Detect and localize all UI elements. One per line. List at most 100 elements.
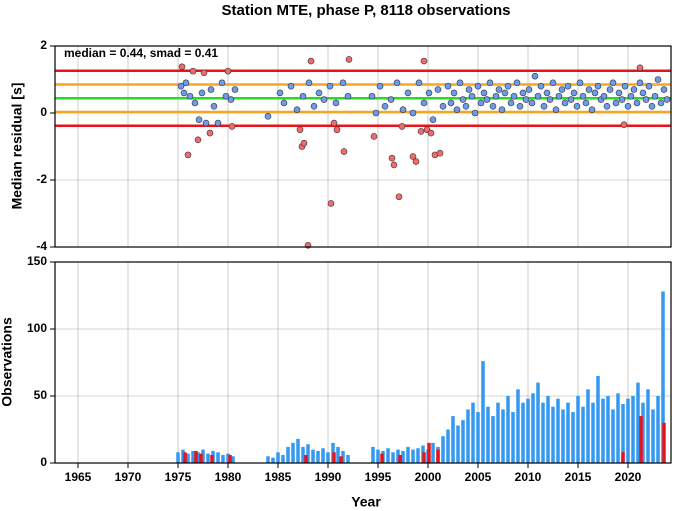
point <box>471 109 479 117</box>
bar <box>576 396 580 463</box>
point <box>474 82 482 90</box>
point <box>636 64 644 72</box>
point <box>429 116 437 123</box>
x-tick-label: 1965 <box>65 470 92 484</box>
bar <box>626 398 630 463</box>
point <box>468 92 476 100</box>
bar <box>199 453 203 463</box>
point <box>194 136 202 144</box>
point <box>178 63 186 71</box>
point <box>540 103 548 110</box>
point <box>227 96 235 103</box>
bar <box>621 452 625 463</box>
point <box>609 79 617 87</box>
point <box>372 109 380 117</box>
point <box>399 106 407 113</box>
y-tick-label: 100 <box>27 321 47 335</box>
bar <box>427 442 431 463</box>
point <box>214 119 222 127</box>
point <box>368 92 376 100</box>
point <box>434 86 442 93</box>
point <box>409 153 417 160</box>
bar <box>656 396 660 463</box>
chart-title: Station MTE, phase P, 8118 observations <box>222 2 511 19</box>
point <box>427 129 435 137</box>
bar <box>181 449 185 463</box>
bar <box>491 416 495 463</box>
x-tick-label: 1975 <box>165 470 192 484</box>
bar <box>651 409 655 463</box>
bar <box>176 452 180 463</box>
point <box>582 99 590 107</box>
point <box>390 161 398 169</box>
bar <box>339 456 343 463</box>
point <box>543 89 551 97</box>
bar <box>526 398 530 463</box>
point <box>202 119 210 127</box>
point <box>552 106 560 113</box>
y-tick-label: 0 <box>40 105 47 119</box>
point <box>296 126 304 134</box>
point <box>546 96 554 103</box>
point <box>453 106 461 113</box>
x-tick-label: 2010 <box>515 470 542 484</box>
bar <box>216 452 220 463</box>
x-tick-label: 2005 <box>465 470 492 484</box>
annotation: median = 0.44, smad = 0.41 <box>64 46 218 60</box>
bar <box>556 398 560 463</box>
bar <box>636 382 640 463</box>
point <box>489 103 497 110</box>
point <box>293 106 301 113</box>
point <box>439 103 447 110</box>
bar <box>266 456 270 463</box>
point <box>576 79 584 87</box>
point <box>537 82 545 90</box>
point <box>612 99 620 107</box>
point <box>600 92 608 100</box>
bar <box>511 412 515 463</box>
bar <box>561 409 565 463</box>
bar <box>391 452 395 463</box>
point <box>180 89 188 97</box>
point <box>339 79 347 87</box>
point <box>561 99 569 107</box>
point <box>218 79 226 87</box>
bar <box>228 454 232 463</box>
point <box>191 99 199 107</box>
bar <box>461 420 465 463</box>
point <box>320 96 328 103</box>
x-tick-label: 1995 <box>365 470 392 484</box>
bar <box>476 412 480 463</box>
bar <box>566 402 570 463</box>
point <box>501 89 509 97</box>
point <box>182 79 190 87</box>
point <box>307 57 315 65</box>
point <box>549 79 557 87</box>
point <box>200 69 208 77</box>
point <box>447 99 455 107</box>
point <box>315 89 323 97</box>
point <box>224 67 232 75</box>
bar <box>271 457 275 463</box>
point <box>621 82 629 90</box>
bar <box>386 448 390 463</box>
point <box>510 92 518 100</box>
bar <box>183 452 187 463</box>
point <box>630 86 638 93</box>
point <box>624 103 632 110</box>
point <box>588 106 596 113</box>
point <box>531 72 539 80</box>
bar <box>471 402 475 463</box>
point <box>555 92 563 100</box>
x-tick-label: 2020 <box>615 470 642 484</box>
point <box>645 82 653 90</box>
point <box>398 123 406 130</box>
bar <box>311 449 315 463</box>
point <box>330 119 338 127</box>
point <box>477 99 485 107</box>
bar <box>586 389 590 463</box>
point <box>504 82 512 90</box>
bar <box>616 393 620 463</box>
point <box>222 92 230 100</box>
